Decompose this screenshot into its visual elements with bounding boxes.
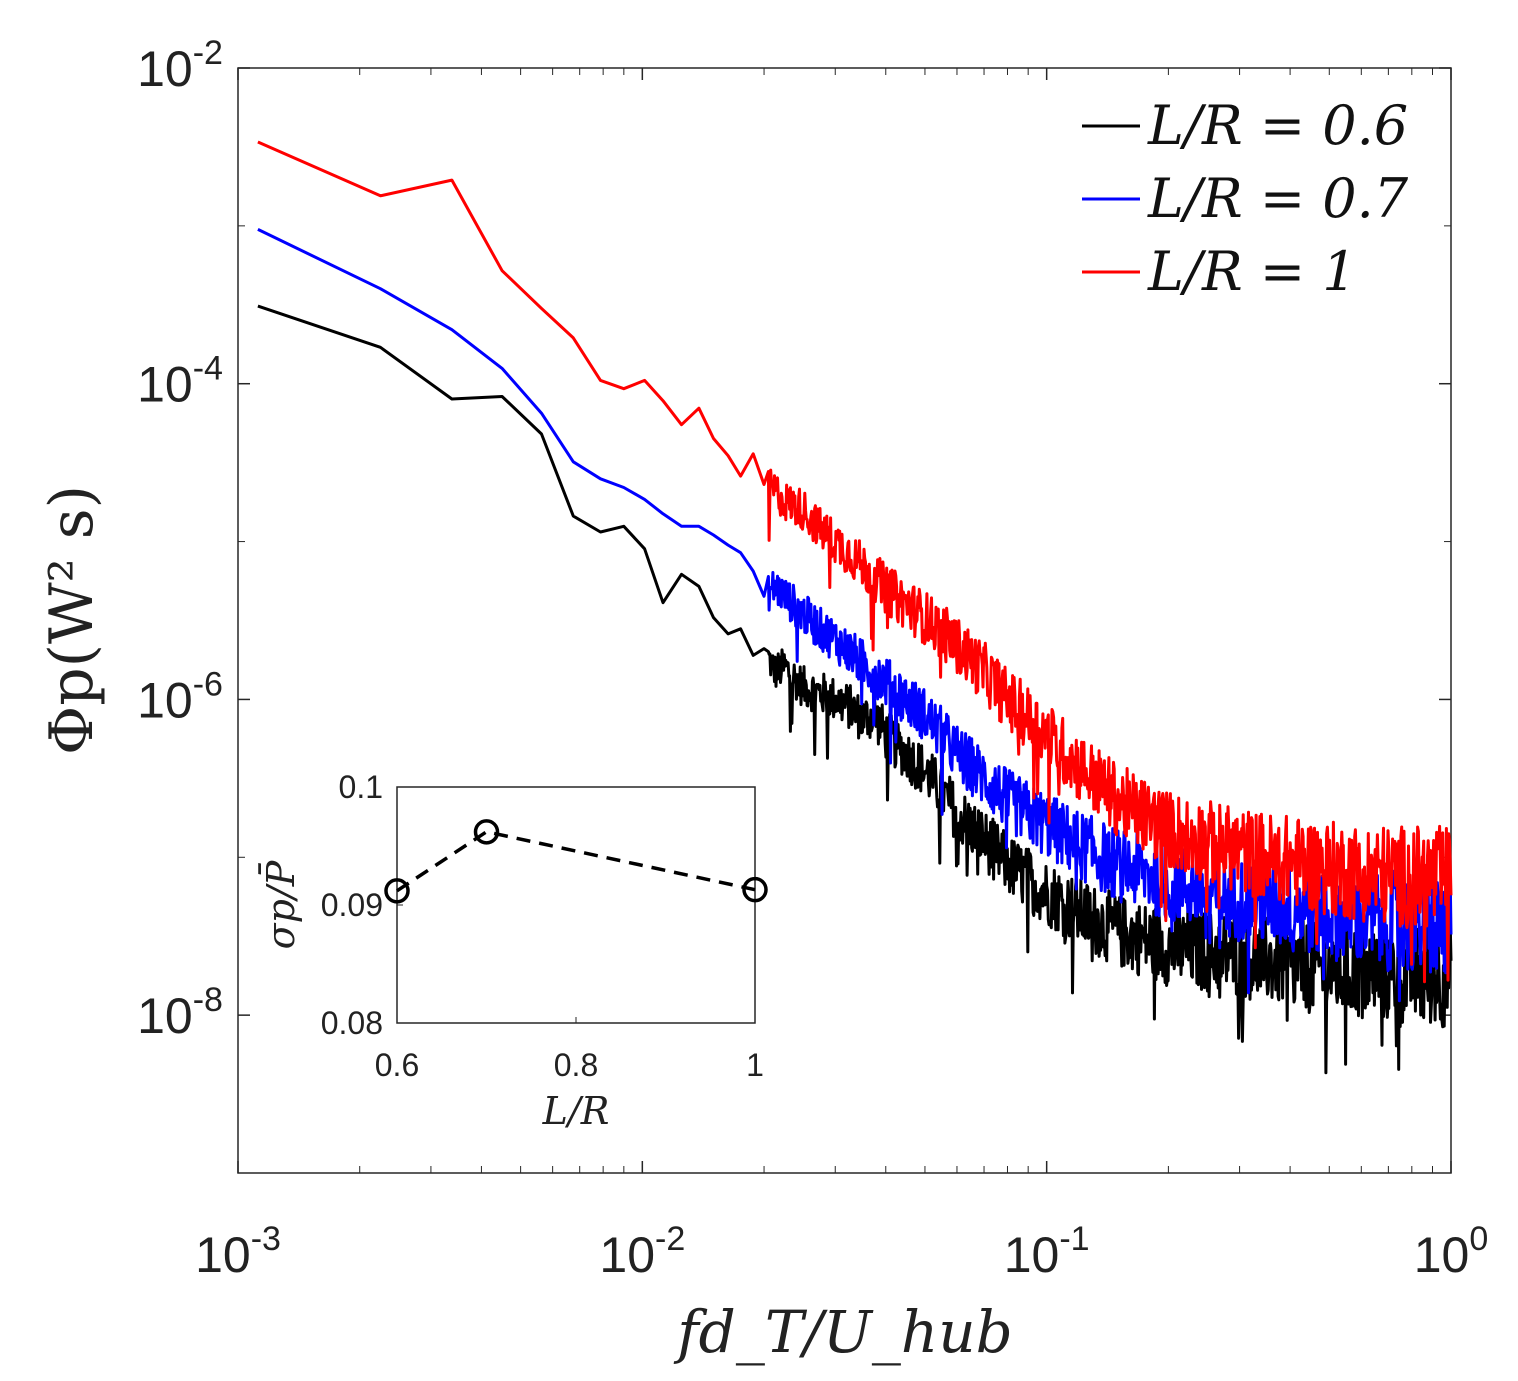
- x-tick-label: 10-1: [1004, 1220, 1090, 1283]
- y-tick-label: 10-8: [137, 981, 223, 1044]
- legend: L/R = 0.6 L/R = 0.7 L/R = 1: [1082, 94, 1409, 303]
- inset-y-tick-label: 0.08: [321, 1005, 383, 1041]
- inset-frame: [396, 786, 756, 1024]
- legend-label-lr1: L/R = 1: [1147, 240, 1357, 303]
- legend-label-lr07: L/R = 0.7: [1147, 167, 1409, 230]
- inset-y-tick-label: 0.1: [339, 769, 383, 805]
- svg-text:Φp(W² s): Φp(W² s): [37, 485, 107, 755]
- inset-chart: 0.6 0.8 1 0.08 0.09 0.1 L/R σp/P̄: [259, 769, 768, 1133]
- inset-x-tick-label: 0.6: [375, 1047, 419, 1083]
- svg-text:σp/P̄: σp/P̄: [259, 859, 303, 949]
- inset-marker-circle: [473, 819, 500, 845]
- inset-y-axis-title: σp/P̄: [259, 859, 303, 949]
- main-axis-ticks: 10-3 10-2 10-1 100 10-8 10-6 10-4 10-2: [137, 34, 1488, 1283]
- inset-marker-circle: [384, 878, 410, 904]
- y-tick-label: 10-6: [137, 665, 223, 728]
- x-axis-title: fd_T/U_hub: [673, 1298, 1013, 1366]
- inset-axis-ticks: 0.6 0.8 1 0.08 0.09 0.1: [321, 769, 764, 1083]
- x-tick-label: 10-3: [195, 1220, 281, 1283]
- y-tick-label: 10-2: [137, 34, 223, 97]
- inset-x-axis-title: L/R: [542, 1089, 610, 1133]
- inset-marker-circle: [742, 876, 768, 903]
- legend-label-lr06: L/R = 0.6: [1147, 94, 1408, 157]
- main-series-group: [257, 140, 1453, 1075]
- inset-x-tick-label: 1: [746, 1047, 764, 1083]
- inset-dashed-line: [396, 829, 756, 893]
- y-axis-title: Φp(W² s): [37, 485, 107, 755]
- inset-x-tick-label: 0.8: [554, 1047, 598, 1083]
- main-plot-frame: [237, 67, 1452, 1174]
- inset-y-tick-label: 0.09: [321, 887, 383, 923]
- series-line-lr1: [257, 140, 1453, 984]
- x-tick-label: 100: [1414, 1220, 1489, 1283]
- inset-series-group: [384, 819, 768, 904]
- x-tick-label: 10-2: [599, 1220, 685, 1283]
- y-tick-label: 10-4: [137, 350, 223, 413]
- y-axis-title-text: Φp(W² s): [37, 485, 107, 755]
